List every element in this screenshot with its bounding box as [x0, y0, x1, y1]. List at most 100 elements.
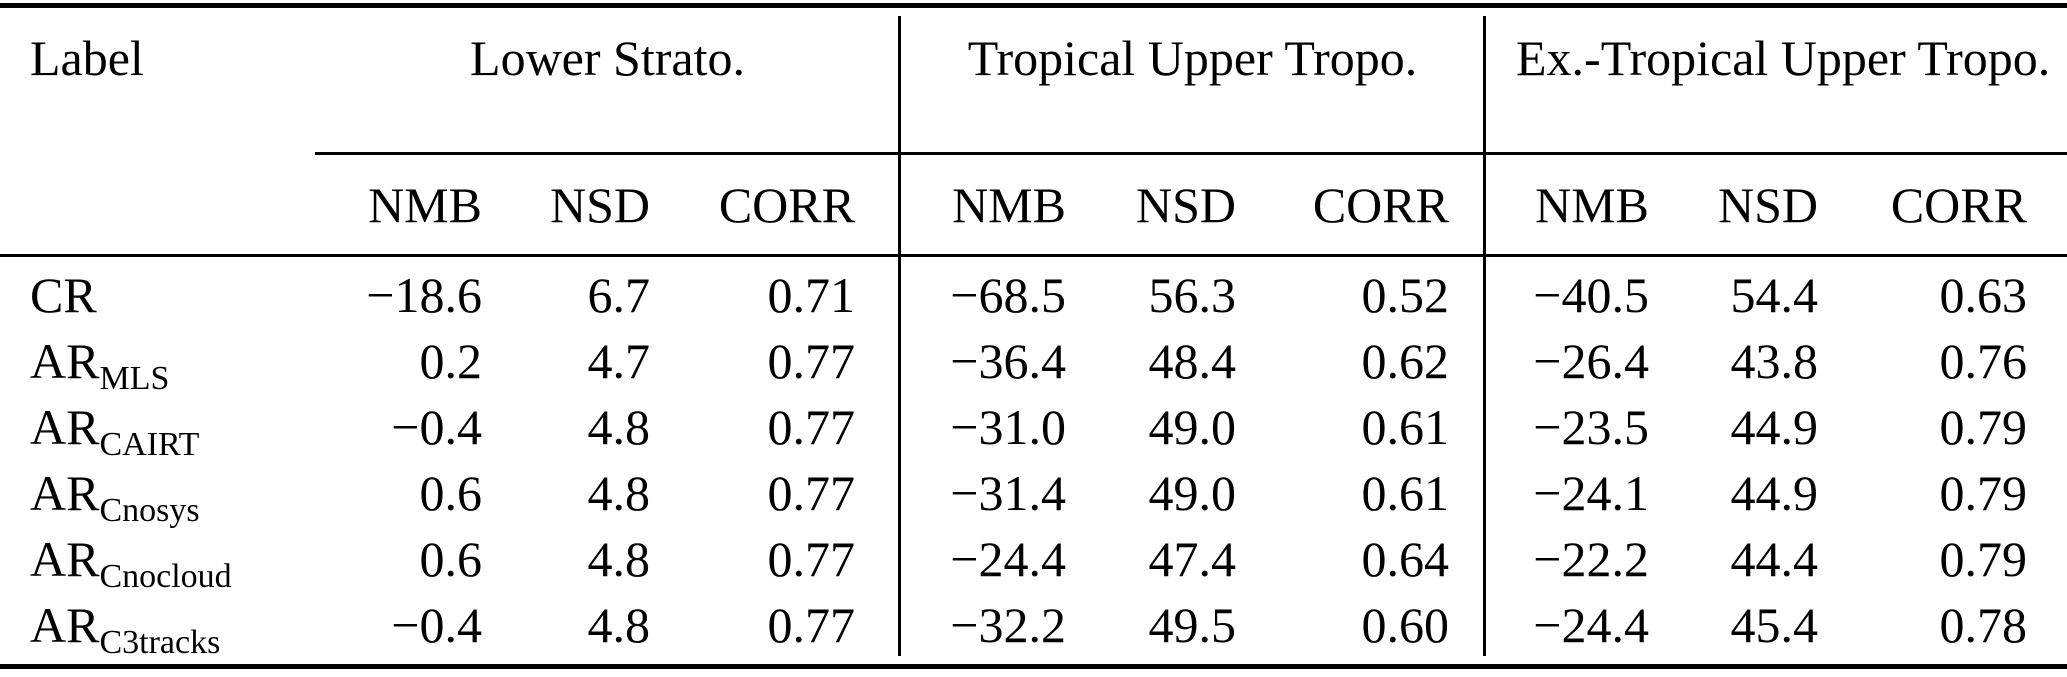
metric-header-corr: CORR [1312, 177, 1449, 233]
table-row: CR −18.6 6.7 0.71 −68.5 56.3 0.52 −40.5 54.4 0.63 [0, 262, 2067, 328]
group-header-extropical-upper-tropo: Ex.-Tropical Upper Tropo. [1485, 14, 2067, 88]
row-label-main: AR [30, 465, 100, 521]
row-label: ARC3tracks [0, 596, 315, 660]
metric-header-nsd: NSD [549, 177, 650, 233]
spacer-cell [0, 234, 315, 254]
value-cell: 0.77 [767, 531, 856, 587]
value-cell: 0.62 [1361, 333, 1450, 389]
column-separator [1483, 16, 1486, 656]
value-cell: −31.0 [950, 399, 1066, 455]
metric-header-nmb: NMB [1535, 177, 1649, 233]
value-cell: 0.77 [767, 465, 856, 521]
value-cell: 4.8 [587, 597, 651, 653]
group-header-row: Label Lower Strato. Tropical Upper Tropo… [0, 14, 2067, 88]
value-cell: −26.4 [1533, 333, 1649, 389]
row-label-main: AR [30, 399, 100, 455]
value-cell: −36.4 [950, 333, 1066, 389]
value-cell: 45.4 [1730, 597, 1819, 653]
table-body: CR −18.6 6.7 0.71 −68.5 56.3 0.52 −40.5 54.4 0.63… [0, 262, 2067, 660]
table-row: ARCAIRT −0.4 4.8 0.77 −31.0 49.0 0.61 −23.5 44.9… [0, 394, 2067, 462]
row-label-main: AR [30, 531, 100, 587]
row-label-subscript: CAIRT [99, 426, 200, 463]
value-cell: 4.8 [587, 531, 651, 587]
row-label-main: AR [30, 333, 100, 389]
table-row: ARMLS 0.2 4.7 0.77 −36.4 48.4 0.62 −26.4 43.8 0.7… [0, 328, 2067, 396]
top-rule [0, 3, 2067, 8]
metric-header-row: NMB NSD CORR NMB NSD CORR NMB NSD CORR [0, 155, 2067, 254]
metric-header-nsd: NSD [1135, 177, 1236, 233]
metric-header-nmb: NMB [952, 177, 1066, 233]
value-cell: 0.6 [419, 531, 483, 587]
value-cell: 0.79 [1939, 399, 2028, 455]
metric-header-corr: CORR [1890, 177, 2027, 233]
row-label-main: CR [30, 267, 97, 323]
group-header-rule [315, 152, 2067, 155]
value-cell: 44.9 [1730, 399, 1819, 455]
row-label: ARCnosys [0, 464, 315, 528]
label-column-header: Label [30, 30, 144, 86]
table-row: ARC3tracks −0.4 4.8 0.77 −32.2 49.5 0.60 −24.4 4… [0, 592, 2067, 660]
value-cell: 49.0 [1148, 465, 1237, 521]
value-cell: −0.4 [391, 399, 482, 455]
group-title: Tropical Upper Tropo. [967, 30, 1418, 86]
bottom-rule [0, 664, 2067, 669]
row-label: ARCAIRT [0, 398, 315, 462]
value-cell: −22.2 [1533, 531, 1649, 587]
value-cell: 4.8 [587, 399, 651, 455]
row-label: CR [0, 266, 315, 324]
value-cell: 6.7 [587, 267, 651, 323]
value-cell: 0.79 [1939, 531, 2028, 587]
value-cell: −23.5 [1533, 399, 1649, 455]
value-cell: −68.5 [950, 267, 1066, 323]
value-cell: −24.1 [1533, 465, 1649, 521]
value-cell: 0.60 [1361, 597, 1450, 653]
value-cell: −0.4 [391, 597, 482, 653]
metric-header-nsd: NSD [1717, 177, 1818, 233]
value-cell: 49.5 [1148, 597, 1237, 653]
table-row: ARCnocloud 0.6 4.8 0.77 −24.4 47.4 0.64 −22.2 44… [0, 526, 2067, 594]
row-label: ARCnocloud [0, 530, 315, 594]
value-cell: 4.7 [587, 333, 651, 389]
value-cell: −24.4 [1533, 597, 1649, 653]
value-cell: 0.2 [419, 333, 483, 389]
metric-header-corr: CORR [718, 177, 855, 233]
value-cell: 0.63 [1939, 267, 2028, 323]
value-cell: 47.4 [1148, 531, 1237, 587]
value-cell: 0.64 [1361, 531, 1450, 587]
value-cell: −40.5 [1533, 267, 1649, 323]
value-cell: 0.61 [1361, 465, 1450, 521]
value-cell: 0.71 [767, 267, 856, 323]
row-label-subscript: MLS [99, 360, 170, 397]
value-cell: 54.4 [1730, 267, 1819, 323]
value-cell: 0.79 [1939, 465, 2028, 521]
value-cell: 56.3 [1148, 267, 1237, 323]
value-cell: 0.77 [767, 399, 856, 455]
value-cell: 0.77 [767, 333, 856, 389]
table-row: ARCnosys 0.6 4.8 0.77 −31.4 49.0 0.61 −24.1 44.9… [0, 460, 2067, 528]
row-label-subscript: Cnosys [99, 492, 200, 529]
value-cell: 49.0 [1148, 399, 1237, 455]
row-label: ARMLS [0, 332, 315, 396]
header-body-rule [0, 254, 2067, 257]
row-label-subscript: C3tracks [99, 624, 221, 661]
value-cell: 0.6 [419, 465, 483, 521]
group-title: Lower Strato. [470, 30, 745, 86]
value-cell: 44.9 [1730, 465, 1819, 521]
value-cell: 43.8 [1730, 333, 1819, 389]
value-cell: −32.2 [950, 597, 1066, 653]
value-cell: 0.77 [767, 597, 856, 653]
group-header-tropical-upper-tropo: Tropical Upper Tropo. [900, 14, 1485, 88]
value-cell: 0.61 [1361, 399, 1450, 455]
value-cell: 0.52 [1361, 267, 1450, 323]
value-cell: 0.76 [1939, 333, 2028, 389]
value-cell: −24.4 [950, 531, 1066, 587]
value-cell: 48.4 [1148, 333, 1237, 389]
group-title: Ex.-Tropical Upper Tropo. [1516, 30, 2051, 86]
row-label-subscript: Cnocloud [99, 558, 232, 595]
value-cell: 4.8 [587, 465, 651, 521]
value-cell: −18.6 [366, 267, 482, 323]
value-cell: −31.4 [950, 465, 1066, 521]
column-separator [898, 16, 901, 656]
group-header-lower-strato: Lower Strato. [315, 14, 900, 88]
